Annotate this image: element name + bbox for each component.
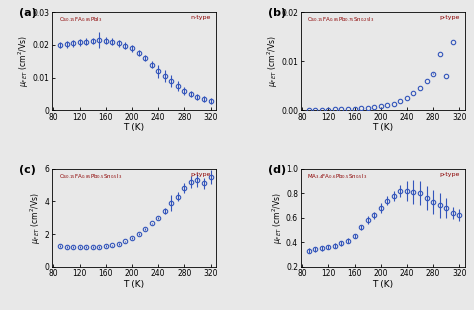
X-axis label: T (K): T (K)	[123, 280, 145, 289]
Text: (c): (c)	[19, 165, 36, 175]
X-axis label: T (K): T (K)	[372, 123, 393, 132]
Text: p-type: p-type	[439, 15, 460, 20]
X-axis label: T (K): T (K)	[372, 280, 393, 289]
Text: n-type: n-type	[191, 15, 211, 20]
Text: Cs$_{0.15}$FA$_{0.85}$Pb$_{0.75}$Sn$_{0.25}$I$_3$: Cs$_{0.15}$FA$_{0.85}$Pb$_{0.75}$Sn$_{0.…	[308, 15, 375, 24]
Text: p-type: p-type	[191, 172, 211, 177]
Text: Cs$_{0.15}$FA$_{0.85}$PbI$_3$: Cs$_{0.15}$FA$_{0.85}$PbI$_3$	[59, 15, 102, 24]
Text: (b): (b)	[268, 8, 286, 19]
Y-axis label: $\mu_{FET}$ (cm$^2$/Vs): $\mu_{FET}$ (cm$^2$/Vs)	[29, 192, 43, 244]
Text: (d): (d)	[268, 165, 286, 175]
X-axis label: T (K): T (K)	[123, 123, 145, 132]
Text: p-type: p-type	[439, 172, 460, 177]
Y-axis label: $\mu_{FET}$ (cm$^2$/Vs): $\mu_{FET}$ (cm$^2$/Vs)	[270, 192, 284, 244]
Text: MA$_{3.4}$FA$_{0.6}$Pb$_{0.5}$Sn$_{0.5}$I$_3$: MA$_{3.4}$FA$_{0.6}$Pb$_{0.5}$Sn$_{0.5}$…	[308, 172, 368, 181]
Y-axis label: $\mu_{FET}$ (cm$^2$/Vs): $\mu_{FET}$ (cm$^2$/Vs)	[17, 35, 31, 87]
Y-axis label: $\mu_{FET}$ (cm$^2$/Vs): $\mu_{FET}$ (cm$^2$/Vs)	[265, 35, 280, 87]
Text: (a): (a)	[19, 8, 37, 19]
Text: Cs$_{0.15}$FA$_{0.85}$Pb$_{0.5}$Sn$_{0.5}$I$_3$: Cs$_{0.15}$FA$_{0.85}$Pb$_{0.5}$Sn$_{0.5…	[59, 172, 122, 181]
